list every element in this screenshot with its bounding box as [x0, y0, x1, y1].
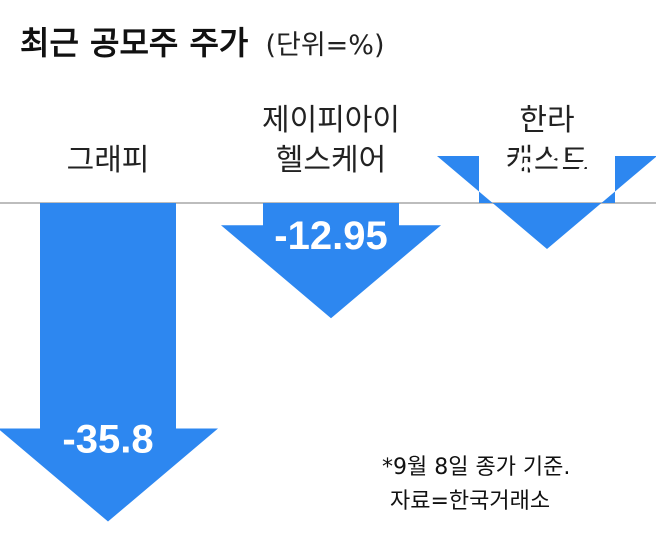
- chart-title-line: 최근 공모주 주가 (단위=%): [20, 24, 385, 62]
- category-label-0-line-0: 그래피: [67, 143, 150, 178]
- category-label-2-line-0: 한라: [519, 103, 574, 138]
- category-label-1-line-1: 헬스케어: [276, 143, 386, 178]
- note-basis: *9월 8일 종가 기준.: [382, 455, 570, 480]
- chart-title: 최근 공모주 주가: [20, 24, 248, 62]
- value-label-2: -5.17: [501, 145, 592, 189]
- note-source: 자료=한국거래소: [390, 489, 550, 514]
- value-label-1: -12.95: [274, 214, 387, 258]
- category-label-2-line-1: 캐스트: [506, 143, 589, 178]
- bars: [0, 155, 656, 522]
- value-label-0: -35.8: [62, 418, 153, 462]
- value-labels: -35.8 -12.95 -5.17: [62, 145, 592, 462]
- bar-0: [0, 203, 218, 522]
- bar-1: [221, 203, 441, 319]
- bar-2: [437, 155, 656, 249]
- chart-unit: (단위=%): [265, 30, 384, 61]
- category-label-1-line-0: 제이피아이: [262, 103, 400, 138]
